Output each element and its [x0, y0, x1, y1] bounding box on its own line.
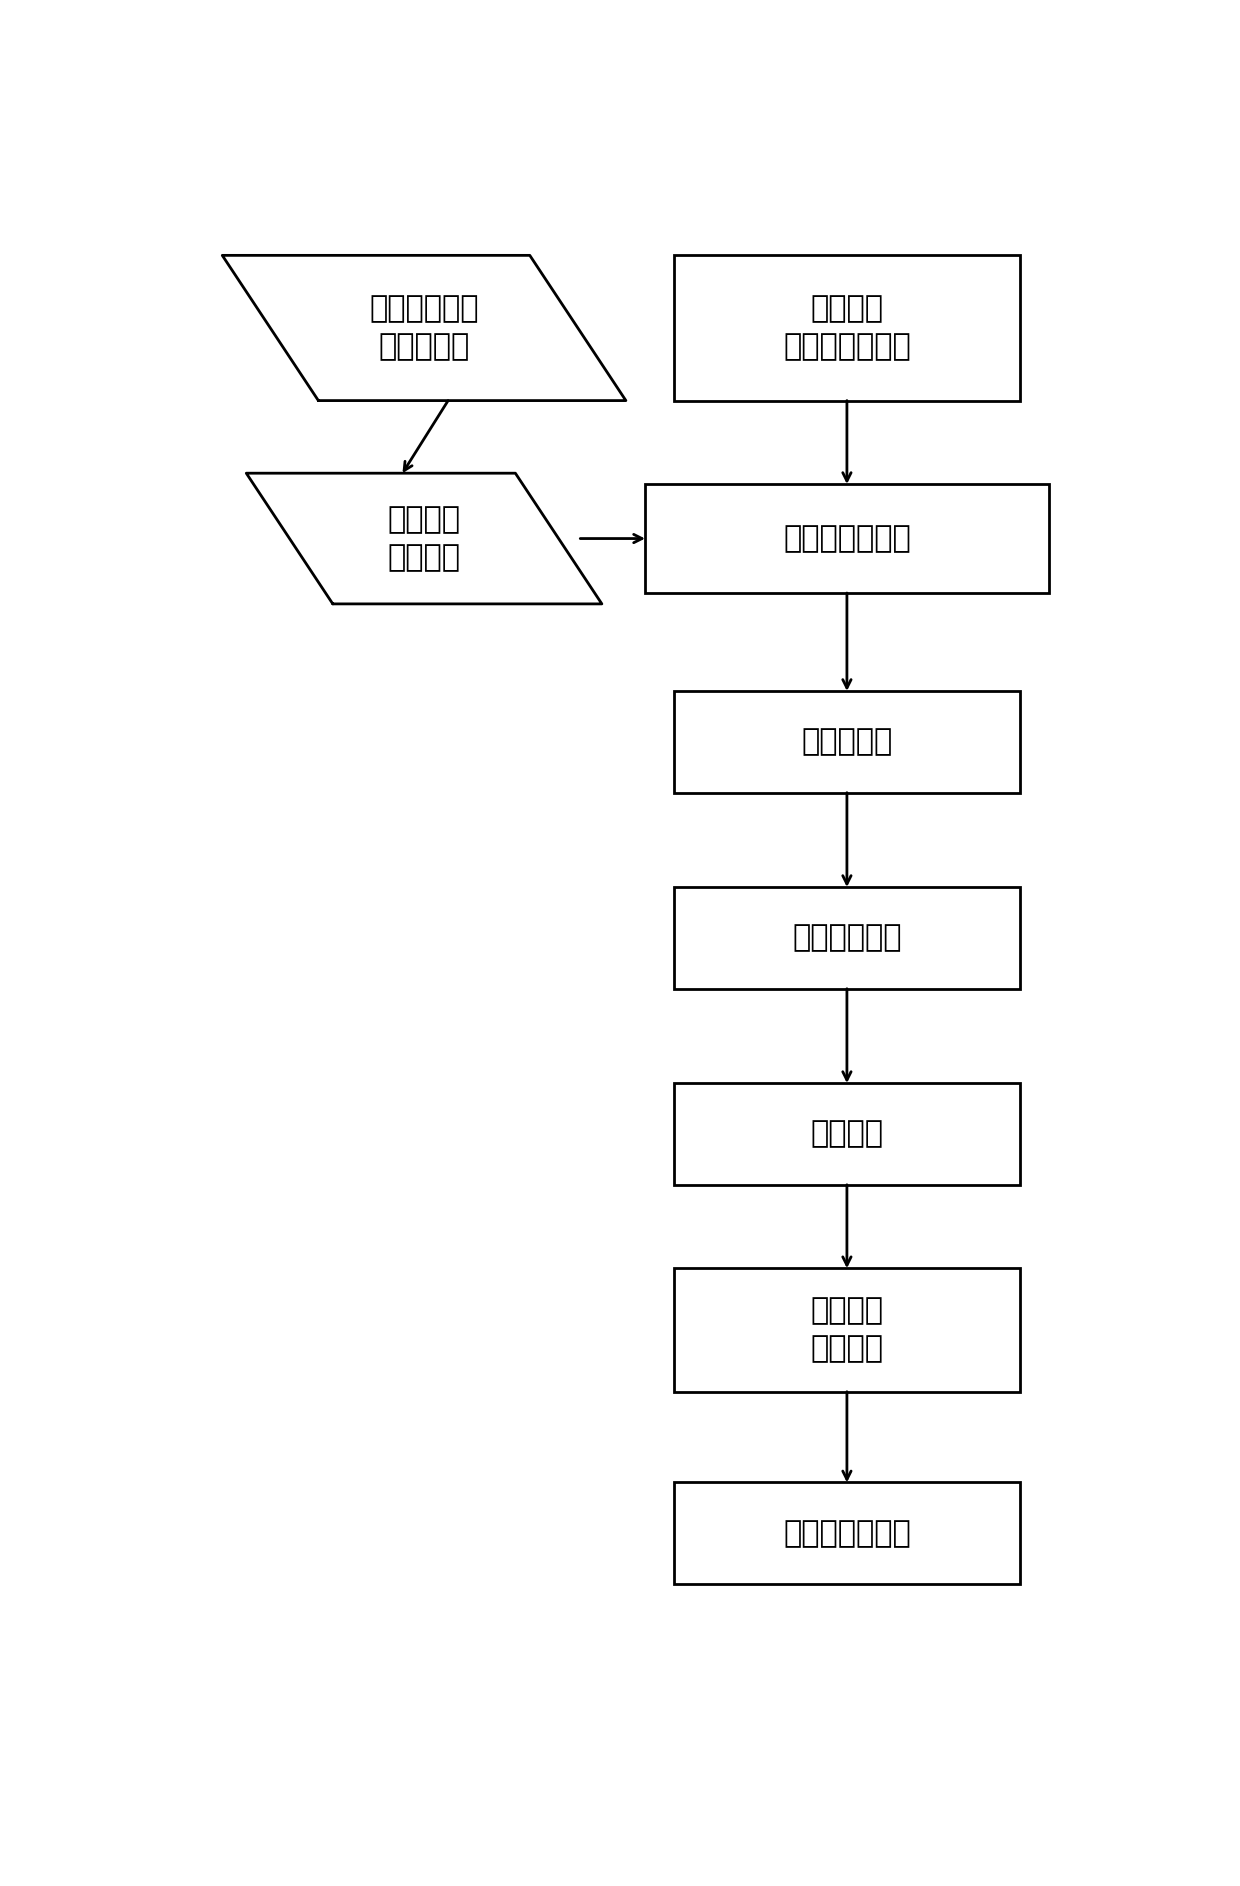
Text: 光谱数据重采样: 光谱数据重采样: [782, 524, 911, 553]
Bar: [675, 1482, 1021, 1584]
Bar: [675, 1267, 1021, 1392]
Text: 特征光谱
波长范围: 特征光谱 波长范围: [388, 505, 460, 571]
Bar: [675, 886, 1021, 988]
Text: 钻孔岩心
反射率光谱测量: 钻孔岩心 反射率光谱测量: [782, 294, 911, 362]
Text: 蚀变类型诊断
性光谱特征: 蚀变类型诊断 性光谱特征: [370, 294, 479, 362]
Text: 编录结果可视化: 编录结果可视化: [782, 1518, 911, 1548]
Bar: [675, 1083, 1021, 1184]
Text: 数据编录: 数据编录: [811, 1120, 883, 1149]
Polygon shape: [222, 255, 626, 400]
Bar: [645, 485, 1049, 592]
Bar: [675, 255, 1021, 400]
Bar: [675, 690, 1021, 792]
Text: 包络线去除: 包络线去除: [801, 728, 893, 756]
Text: 吸收深度计算: 吸收深度计算: [792, 924, 901, 952]
Text: 滤波处理
（可选）: 滤波处理 （可选）: [811, 1296, 883, 1364]
Polygon shape: [247, 473, 601, 604]
